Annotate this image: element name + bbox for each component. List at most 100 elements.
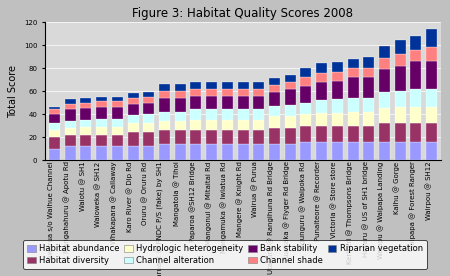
Bar: [426, 29, 437, 47]
Bar: [285, 105, 296, 116]
Bar: [96, 135, 107, 146]
Bar: [112, 107, 123, 119]
Bar: [253, 130, 264, 144]
Bar: [175, 84, 186, 91]
Bar: [426, 89, 437, 107]
Bar: [206, 82, 217, 89]
Bar: [127, 132, 139, 146]
Bar: [159, 144, 170, 160]
Bar: [395, 107, 405, 123]
Bar: [112, 102, 123, 107]
Bar: [395, 91, 405, 107]
Bar: [300, 142, 311, 160]
Bar: [363, 57, 374, 68]
Bar: [143, 146, 154, 160]
Bar: [175, 121, 186, 130]
Bar: [65, 146, 76, 160]
Bar: [316, 63, 327, 73]
Bar: [81, 127, 91, 135]
Bar: [222, 89, 233, 96]
Bar: [206, 130, 217, 144]
Bar: [49, 110, 60, 114]
Bar: [190, 130, 201, 144]
Bar: [159, 91, 170, 98]
Bar: [253, 82, 264, 89]
Bar: [190, 89, 201, 96]
Bar: [395, 142, 405, 160]
Bar: [300, 114, 311, 126]
Y-axis label: Total Score: Total Score: [8, 65, 18, 118]
Bar: [190, 110, 201, 120]
Bar: [159, 98, 170, 112]
Bar: [112, 146, 123, 160]
Bar: [127, 98, 139, 104]
Bar: [332, 142, 343, 160]
Bar: [127, 93, 139, 98]
Bar: [65, 128, 76, 135]
Bar: [65, 104, 76, 110]
Bar: [143, 114, 154, 123]
Bar: [379, 58, 390, 69]
Bar: [347, 98, 359, 112]
Bar: [410, 142, 421, 160]
Bar: [253, 120, 264, 130]
Bar: [395, 41, 405, 54]
Bar: [159, 130, 170, 144]
Bar: [253, 110, 264, 120]
Bar: [363, 68, 374, 77]
Bar: [175, 91, 186, 98]
Bar: [300, 77, 311, 86]
Bar: [285, 128, 296, 144]
Bar: [395, 66, 405, 91]
Bar: [206, 110, 217, 120]
Bar: [269, 144, 280, 160]
Bar: [112, 119, 123, 127]
Bar: [81, 120, 91, 127]
Bar: [175, 112, 186, 121]
Bar: [379, 92, 390, 108]
Bar: [143, 132, 154, 146]
Bar: [81, 135, 91, 146]
Bar: [269, 78, 280, 85]
Bar: [175, 144, 186, 160]
Legend: Habitat abundance, Habitat diversity, Hydrologic heterogeneity, Channel alterati: Habitat abundance, Habitat diversity, Hy…: [23, 240, 427, 269]
Bar: [269, 92, 280, 106]
Bar: [238, 130, 248, 144]
Bar: [410, 89, 421, 107]
Bar: [300, 126, 311, 142]
Bar: [96, 119, 107, 127]
Bar: [363, 98, 374, 112]
Bar: [206, 120, 217, 130]
Title: Figure 3: Habitat Quality Scores 2008: Figure 3: Habitat Quality Scores 2008: [132, 7, 354, 20]
Bar: [285, 75, 296, 82]
Bar: [379, 123, 390, 142]
Bar: [190, 144, 201, 160]
Bar: [96, 102, 107, 107]
Bar: [81, 108, 91, 120]
Bar: [112, 135, 123, 146]
Bar: [285, 89, 296, 105]
Bar: [238, 82, 248, 89]
Bar: [159, 112, 170, 121]
Bar: [65, 110, 76, 121]
Bar: [285, 82, 296, 89]
Bar: [426, 61, 437, 89]
Bar: [238, 120, 248, 130]
Bar: [332, 113, 343, 126]
Bar: [332, 62, 343, 71]
Bar: [112, 127, 123, 135]
Bar: [190, 82, 201, 89]
Bar: [222, 96, 233, 110]
Bar: [347, 112, 359, 126]
Bar: [159, 84, 170, 91]
Bar: [410, 61, 421, 89]
Bar: [175, 130, 186, 144]
Bar: [222, 120, 233, 130]
Bar: [81, 103, 91, 108]
Bar: [269, 85, 280, 92]
Bar: [316, 82, 327, 100]
Bar: [253, 89, 264, 96]
Bar: [363, 77, 374, 98]
Bar: [222, 110, 233, 120]
Bar: [316, 126, 327, 142]
